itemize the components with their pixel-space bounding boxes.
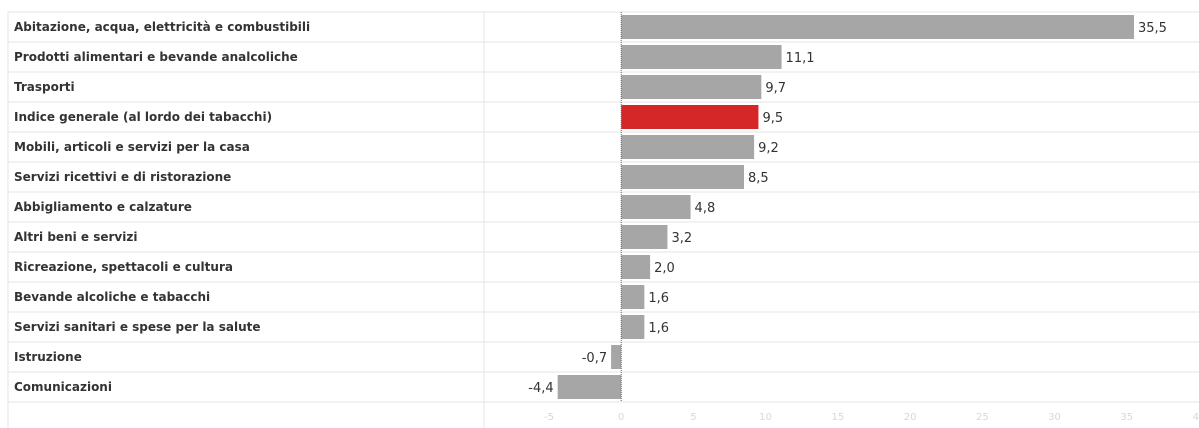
value-label: 11,1 xyxy=(786,51,815,66)
category-label: Indice generale (al lordo dei tabacchi) xyxy=(14,110,272,124)
x-tick-label: 35 xyxy=(1120,412,1133,423)
bar xyxy=(621,45,782,69)
bar xyxy=(621,105,759,129)
value-label: 9,2 xyxy=(758,141,779,156)
x-axis: -5 0 5 10 15 20 25 30 35 40 xyxy=(544,412,1199,423)
x-tick-label: 10 xyxy=(759,412,772,423)
value-label: 9,7 xyxy=(765,81,786,96)
category-label: Abbigliamento e calzature xyxy=(14,200,192,214)
x-tick-label: 30 xyxy=(1048,412,1061,423)
bars xyxy=(557,12,1134,402)
value-label: 8,5 xyxy=(748,171,769,186)
value-label: 4,8 xyxy=(695,201,716,216)
bar xyxy=(621,15,1134,39)
x-tick-label: 40 xyxy=(1193,412,1199,423)
category-label: Servizi ricettivi e di ristorazione xyxy=(14,170,231,184)
bar xyxy=(621,285,645,309)
category-label: Altri beni e servizi xyxy=(14,230,137,244)
category-label: Bevande alcoliche e tabacchi xyxy=(14,290,210,304)
bar xyxy=(621,165,744,189)
bar xyxy=(621,75,762,99)
value-label: 35,5 xyxy=(1138,21,1167,36)
category-label: Abitazione, acqua, elettricità e combust… xyxy=(14,20,310,34)
x-tick-label: 15 xyxy=(832,412,845,423)
x-tick-label: -5 xyxy=(544,412,554,423)
bar xyxy=(621,225,668,249)
category-label: Servizi sanitari e spese per la salute xyxy=(14,320,260,334)
bar xyxy=(621,195,691,219)
bar xyxy=(621,135,755,159)
x-tick-label: 25 xyxy=(976,412,989,423)
bar xyxy=(557,375,622,399)
category-label: Comunicazioni xyxy=(14,380,112,394)
value-label: -4,4 xyxy=(528,381,553,396)
category-rows xyxy=(7,11,1199,428)
value-labels: 35,5 11,19,7 9,5 9,2 8,5 4,83,2 2,0 1,6 1,6 -0,7 -… xyxy=(528,21,1167,396)
value-label: -0,7 xyxy=(582,351,607,366)
bar xyxy=(621,255,651,279)
value-label: 9,5 xyxy=(762,111,783,126)
bar xyxy=(611,345,622,369)
category-label: Mobili, articoli e servizi per la casa xyxy=(14,140,250,154)
category-labels: Abitazione, acqua, elettricità e combust… xyxy=(14,20,310,394)
x-tick-label: 0 xyxy=(618,412,624,423)
x-tick-label: 5 xyxy=(690,412,696,423)
category-label: Prodotti alimentari e bevande analcolich… xyxy=(14,50,298,64)
x-tick-label: 20 xyxy=(904,412,917,423)
value-label: 2,0 xyxy=(654,261,675,276)
bar xyxy=(621,315,645,339)
value-label: 1,6 xyxy=(648,291,669,306)
value-label: 3,2 xyxy=(671,231,692,246)
category-label: Istruzione xyxy=(14,350,82,364)
category-label: Trasporti xyxy=(14,80,75,94)
value-label: 1,6 xyxy=(648,321,669,336)
category-label: Ricreazione, spettacoli e cultura xyxy=(14,260,233,274)
